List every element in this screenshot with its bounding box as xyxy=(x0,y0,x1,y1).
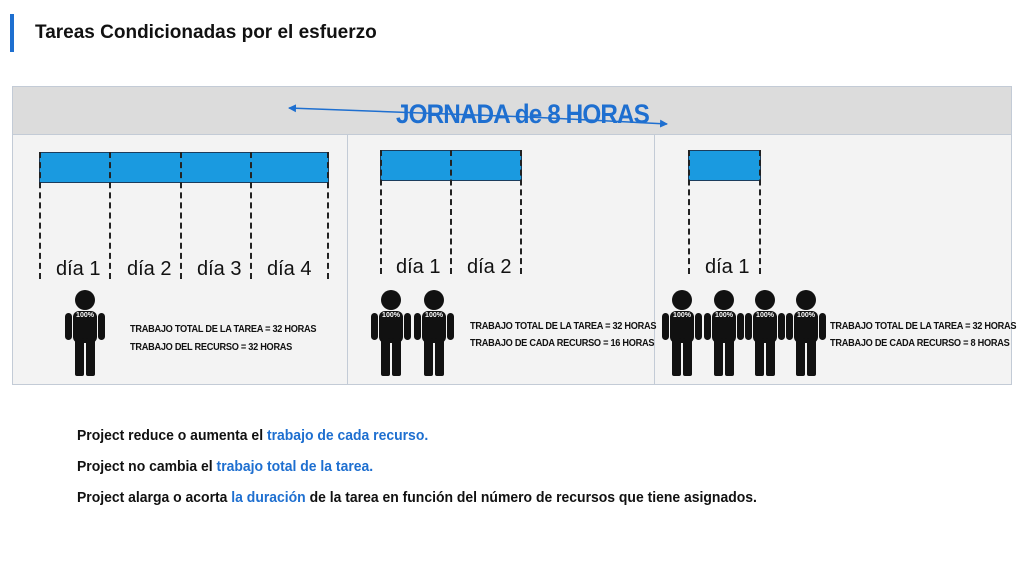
title-accent-bar xyxy=(10,14,14,52)
day-label: día 2 xyxy=(127,258,172,280)
header-title: JORNADA de 8 HORAS xyxy=(396,99,650,129)
panel-divider xyxy=(347,135,348,384)
note-line: Project alarga o acorta la duración de l… xyxy=(77,489,757,506)
day-divider-dash xyxy=(109,152,111,279)
resource-work-label: TRABAJO DEL RECURSO = 32 HORAS xyxy=(130,342,293,353)
day-divider-dash xyxy=(688,150,690,274)
allocation-label: 100% xyxy=(715,312,733,319)
day-divider-dash xyxy=(327,152,329,279)
note-text-end: . xyxy=(424,427,429,444)
panel-divider xyxy=(654,135,655,384)
day-label: día 1 xyxy=(56,258,101,280)
day-divider-dash xyxy=(520,150,522,274)
allocation-label: 100% xyxy=(673,312,691,319)
person-icon: 100% xyxy=(64,290,106,376)
note-highlight: trabajo total de la tarea xyxy=(216,458,370,475)
person-icon: 100% xyxy=(744,290,786,376)
day-label: día 2 xyxy=(467,256,512,278)
task-work-label: TRABAJO TOTAL DE LA TAREA = 32 HORAS xyxy=(470,321,657,332)
note-highlight: trabajo de cada recurso xyxy=(266,427,425,444)
allocation-label: 100% xyxy=(756,312,774,319)
day-label: día 1 xyxy=(396,256,441,278)
task-bar xyxy=(688,150,761,181)
day-label: día 4 xyxy=(267,258,312,280)
day-divider-dash xyxy=(180,152,182,279)
allocation-label: 100% xyxy=(425,312,443,319)
person-icon: 100% xyxy=(661,290,703,376)
day-label: día 3 xyxy=(197,258,242,280)
resource-work-label: TRABAJO DE CADA RECURSO = 8 HORAS xyxy=(830,338,1010,349)
task-work-label: TRABAJO TOTAL DE LA TAREA = 32 HORAS xyxy=(130,324,317,335)
day-label: día 1 xyxy=(705,256,750,278)
person-icon: 100% xyxy=(785,290,827,376)
day-divider-dash xyxy=(250,152,252,279)
task-work-label: TRABAJO TOTAL DE LA TAREA = 32 HORAS xyxy=(830,321,1017,332)
note-text: Project reduce o aumenta el xyxy=(77,427,267,444)
allocation-label: 100% xyxy=(797,312,815,319)
note-highlight: la duración xyxy=(231,489,306,506)
diagram-frame: JORNADA de 8 HORAS xyxy=(12,86,1012,385)
page-title: Tareas Condicionadas por el esfuerzo xyxy=(35,22,377,43)
day-divider-dash xyxy=(39,152,41,279)
note-line: Project no cambia el trabajo total de la… xyxy=(77,458,373,475)
allocation-label: 100% xyxy=(382,312,400,319)
resource-work-label: TRABAJO DE CADA RECURSO = 16 HORAS xyxy=(470,338,655,349)
note-text-end: de la tarea en función del número de rec… xyxy=(305,489,757,506)
person-icon: 100% xyxy=(370,290,412,376)
person-icon: 100% xyxy=(703,290,745,376)
person-icon: 100% xyxy=(413,290,455,376)
day-divider-dash xyxy=(380,150,382,274)
note-text: Project no cambia el xyxy=(77,458,217,475)
task-bar xyxy=(39,152,329,183)
day-divider-dash xyxy=(450,150,452,274)
note-text: Project alarga o acorta xyxy=(77,489,232,506)
header-band: JORNADA de 8 HORAS xyxy=(13,87,1011,135)
note-text-end: . xyxy=(369,458,374,475)
allocation-label: 100% xyxy=(76,312,94,319)
note-line: Project reduce o aumenta el trabajo de c… xyxy=(77,427,428,444)
day-divider-dash xyxy=(759,150,761,274)
